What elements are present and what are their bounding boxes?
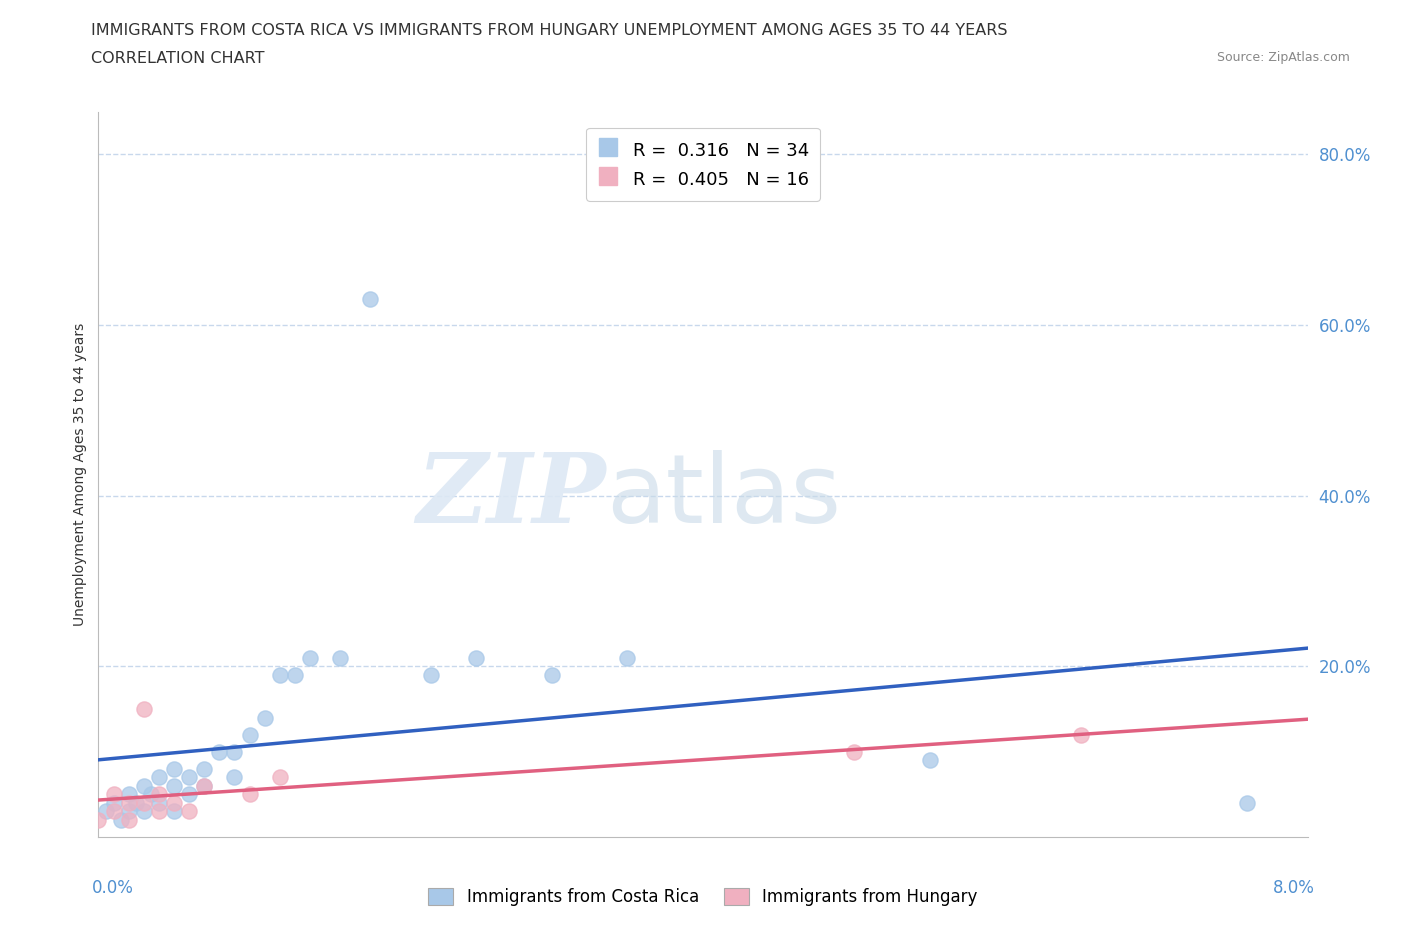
Point [163, 795, 186, 810]
Point [284, 668, 307, 683]
Point [269, 770, 291, 785]
Point [269, 668, 291, 683]
Legend: Immigrants from Costa Rica, Immigrants from Hungary: Immigrants from Costa Rica, Immigrants f… [422, 881, 984, 912]
Text: IMMIGRANTS FROM COSTA RICA VS IMMIGRANTS FROM HUNGARY UNEMPLOYMENT AMONG AGES 35: IMMIGRANTS FROM COSTA RICA VS IMMIGRANTS… [91, 23, 1008, 38]
Point [179, 787, 201, 802]
Point [118, 787, 141, 802]
Point [179, 804, 201, 818]
Point [148, 770, 170, 785]
Point [118, 804, 141, 818]
Point [132, 778, 155, 793]
Point [87, 813, 110, 828]
Point [616, 650, 638, 665]
Point [141, 787, 163, 802]
Point [110, 813, 132, 828]
Point [239, 727, 262, 742]
Point [465, 650, 488, 665]
Point [132, 804, 155, 818]
Text: Source: ZipAtlas.com: Source: ZipAtlas.com [1216, 51, 1350, 64]
Point [360, 292, 382, 307]
Point [253, 711, 276, 725]
Text: 0.0%: 0.0% [91, 879, 134, 897]
Point [118, 795, 141, 810]
Text: CORRELATION CHART: CORRELATION CHART [91, 51, 264, 66]
Point [193, 778, 215, 793]
Point [208, 744, 231, 759]
Legend: R =  0.316   N = 34, R =  0.405   N = 16: R = 0.316 N = 34, R = 0.405 N = 16 [586, 128, 820, 201]
Point [1070, 727, 1092, 742]
Point [148, 787, 170, 802]
Point [299, 650, 322, 665]
Point [125, 795, 148, 810]
Text: 8.0%: 8.0% [1272, 879, 1315, 897]
Point [148, 795, 170, 810]
Point [103, 804, 125, 818]
Point [540, 668, 562, 683]
Point [103, 795, 125, 810]
Point [118, 813, 141, 828]
Point [132, 701, 155, 716]
Point [420, 668, 443, 683]
Point [224, 744, 246, 759]
Point [1236, 795, 1258, 810]
Point [163, 778, 186, 793]
Point [224, 770, 246, 785]
Y-axis label: Unemployment Among Ages 35 to 44 years: Unemployment Among Ages 35 to 44 years [73, 323, 87, 626]
Point [132, 795, 155, 810]
Text: atlas: atlas [606, 449, 841, 542]
Point [179, 770, 201, 785]
Point [239, 787, 262, 802]
Text: ZIP: ZIP [416, 449, 606, 543]
Point [844, 744, 866, 759]
Point [148, 804, 170, 818]
Point [103, 787, 125, 802]
Point [94, 804, 117, 818]
Point [193, 762, 215, 777]
Point [329, 650, 352, 665]
Point [193, 778, 215, 793]
Point [163, 804, 186, 818]
Point [163, 762, 186, 777]
Point [918, 752, 941, 767]
